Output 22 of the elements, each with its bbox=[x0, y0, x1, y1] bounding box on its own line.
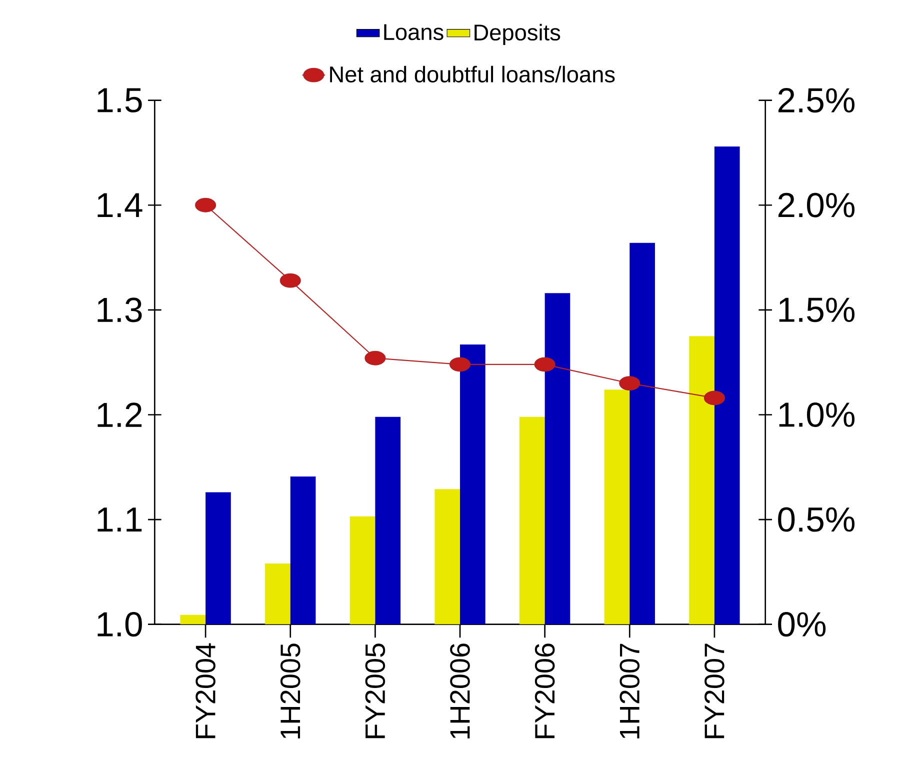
x-tick-label: FY2005 bbox=[365, 644, 386, 738]
y2-tick-label: 0.5% bbox=[778, 507, 854, 532]
x-tick-label: FY2004 bbox=[196, 643, 216, 738]
x-tick-label: FY2006 bbox=[534, 644, 555, 738]
y-tick-label: 1.2 bbox=[98, 402, 142, 427]
legend-label: Loans bbox=[384, 24, 444, 40]
x-tick-label: 1H2005 bbox=[280, 644, 300, 738]
x-tick-label: 1H2007 bbox=[620, 644, 640, 738]
y2-tick-label: 0% bbox=[778, 612, 826, 637]
y2-tick-label: 1.5% bbox=[779, 298, 854, 322]
legend-label: Net and doubtful loans/loans bbox=[330, 66, 615, 82]
y-tick-label: 1.1 bbox=[98, 508, 142, 532]
y-tick-label: 1.4 bbox=[98, 193, 142, 218]
y-tick-label: 1.0 bbox=[98, 612, 142, 637]
x-tick-label: 1H2006 bbox=[450, 644, 470, 738]
y2-tick-label: 2.0% bbox=[778, 192, 854, 218]
y2-tick-label: 1.0% bbox=[779, 402, 854, 427]
y-tick-label: 1.5 bbox=[98, 88, 142, 112]
y2-tick-label: 2.5% bbox=[778, 88, 854, 113]
legend-label: Deposits bbox=[474, 24, 560, 46]
x-tick-label: FY2007 bbox=[704, 644, 724, 738]
y-tick-label: 1.3 bbox=[98, 298, 142, 322]
